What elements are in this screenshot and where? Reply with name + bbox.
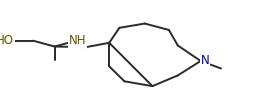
Text: NH: NH (69, 34, 86, 47)
Text: N: N (201, 54, 209, 68)
Text: HO: HO (0, 34, 14, 47)
